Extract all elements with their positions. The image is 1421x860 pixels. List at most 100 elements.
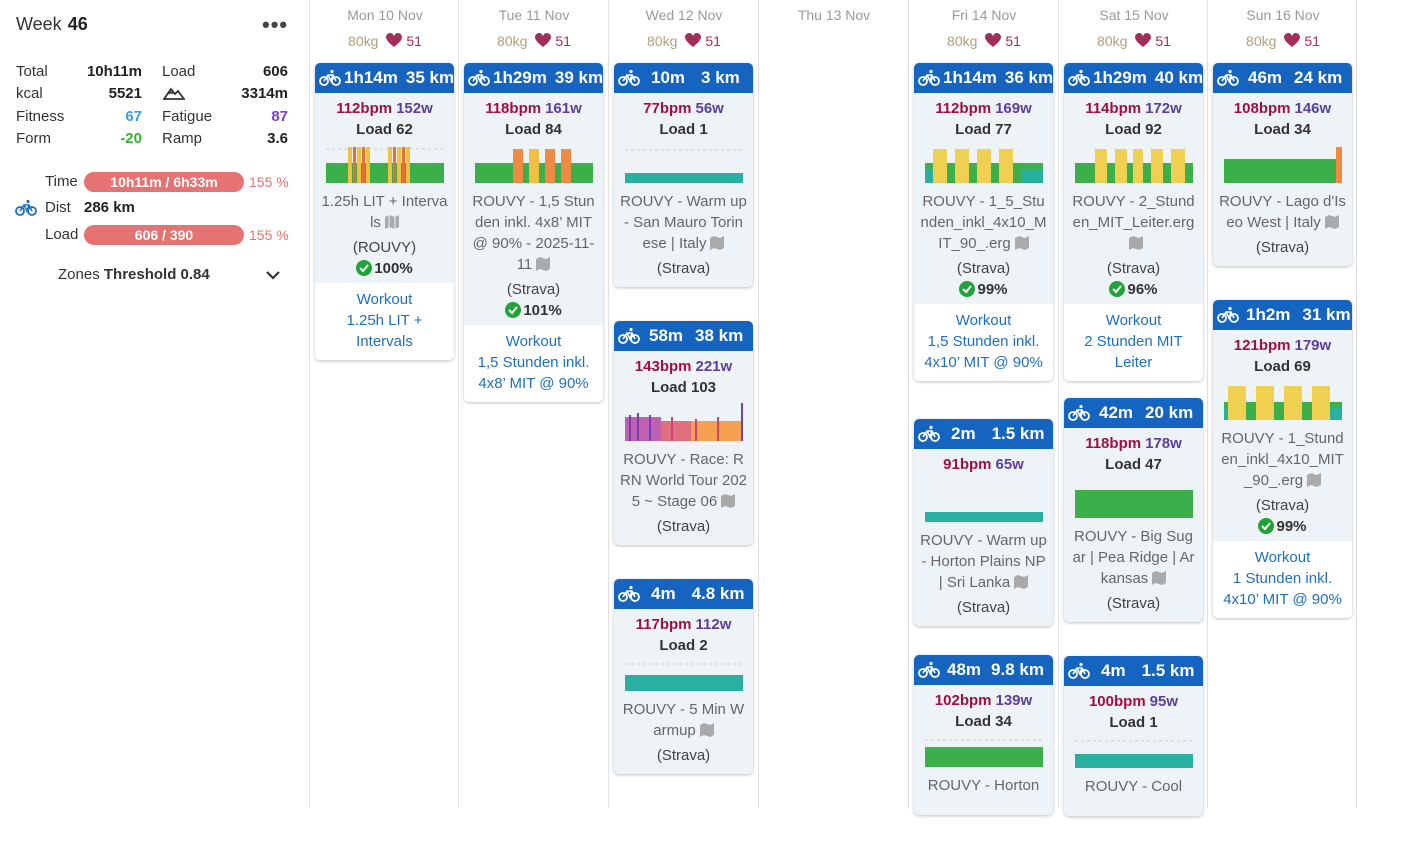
activity-card[interactable]: 4m 4.8 km 117bpm 112w Load 2 ROUVY - 5 Min… xyxy=(614,579,753,774)
avg-power: 95w xyxy=(1149,693,1179,710)
activity-card[interactable]: 4m 1.5 km 100bpm 95w Load 1 ROUVY - Cool xyxy=(1064,656,1203,816)
metrics: 143bpm 221w xyxy=(614,358,753,375)
distance: 35 km xyxy=(405,68,454,87)
workout-name-line: 4x10’ MIT @ 90% xyxy=(1223,591,1342,608)
day-column-mon: Mon 10 Nov 80kg 51 1h14m 35 km 112bpm 152w … xyxy=(309,0,459,808)
power-chart xyxy=(624,149,743,183)
workout-link[interactable]: Workout 1,5 Stunden inkl. 4x10’ MIT @ 90% xyxy=(914,304,1053,381)
compliance: 100% xyxy=(315,260,454,277)
activity-card[interactable]: 10m 3 km 77bpm 56w Load 1 ROUVY - Warm up … xyxy=(614,63,753,287)
dist-value: 286 km xyxy=(84,199,135,216)
metrics: 118bpm 161w xyxy=(464,100,603,117)
distance: 1.5 km xyxy=(1141,661,1195,680)
weight-value: 80kg xyxy=(947,33,978,49)
workout-name-line: Leiter xyxy=(1114,354,1153,371)
activity-card[interactable]: 42m 20 km 118bpm 178w Load 47 ROUVY - Big … xyxy=(1064,398,1203,622)
distance: 1.5 km xyxy=(991,424,1045,443)
chevron-down-icon[interactable] xyxy=(264,266,282,289)
avg-hr: 118bpm xyxy=(1085,435,1142,452)
activity-card[interactable]: 2m 1.5 km 91bpm 65w ROUVY - Warm up - Hort… xyxy=(914,419,1053,626)
duration: 4m xyxy=(651,584,676,603)
avg-power: 65w xyxy=(995,456,1024,473)
activity-name-text: ROUVY - Warm up - Horton Plains NP | Sri… xyxy=(920,532,1047,591)
metrics: 117bpm 112w xyxy=(614,616,753,633)
activity-name-text: ROUVY - 5 Min Warmup xyxy=(622,701,745,739)
avg-hr: 100bpm xyxy=(1088,693,1146,710)
total-label: Total xyxy=(16,63,48,80)
avg-power: 112w xyxy=(695,616,732,633)
check-circle-icon xyxy=(959,281,976,297)
activity-card[interactable]: 1h14m 35 km 112bpm 152w Load 62 1.25h LIT … xyxy=(315,63,454,360)
activity-name: ROUVY - Big Sugar | Pea Ridge | Arkansas xyxy=(1070,526,1197,591)
resting-hr: 51 xyxy=(705,33,721,49)
load: Load 1 xyxy=(659,121,708,138)
bike-icon xyxy=(618,69,640,86)
heart-icon xyxy=(685,33,702,51)
duration: 48m xyxy=(947,660,982,679)
map-icon xyxy=(1014,235,1029,256)
bike-icon xyxy=(918,661,940,678)
distance: 36 km xyxy=(1004,68,1053,87)
activity-card[interactable]: 1h14m 36 km 112bpm 169w Load 77 ROUVY - 1_… xyxy=(914,63,1053,381)
distance: 24 km xyxy=(1294,68,1343,87)
elevation-value: 3314m xyxy=(241,85,288,102)
activity-source: (Strava) xyxy=(1106,260,1161,277)
avg-power: 56w xyxy=(695,100,724,117)
power-chart xyxy=(924,739,1043,767)
compliance-value: 96% xyxy=(1127,281,1158,298)
activity-source: (Strava) xyxy=(1106,595,1161,612)
map-icon xyxy=(1152,570,1167,591)
workout-name-line: 4x8’ MIT @ 90% xyxy=(478,375,589,392)
activity-card[interactable]: 1h29m 40 km 114bpm 172w Load 92 ROUVY - 2_… xyxy=(1064,63,1203,381)
duration: 1h29m xyxy=(493,68,547,87)
weight-value: 80kg xyxy=(1097,33,1128,49)
activity-name-text: ROUVY - 1_5_Stunden_inkl_4x10_MIT_90_.er… xyxy=(920,193,1047,252)
activity-name-text: ROUVY - Big Sugar | Pea Ridge | Arkansas xyxy=(1072,528,1195,587)
avg-power: 146w xyxy=(1294,100,1332,117)
activity-card[interactable]: 48m 9.8 km 102bpm 139w Load 34 ROUVY - Hor… xyxy=(914,655,1053,815)
fatigue-label: Fatigue xyxy=(162,108,213,125)
activity-header: 1h14m 36 km xyxy=(914,63,1053,93)
activity-name: ROUVY - Warm up - Horton Plains NP | Sri… xyxy=(920,530,1047,595)
check-circle-icon xyxy=(1109,281,1126,297)
bike-icon xyxy=(1068,69,1090,86)
workout-link[interactable]: Workout 1.25h LIT + Intervals xyxy=(315,283,454,360)
day-title: Tue 11 Nov xyxy=(498,7,570,23)
resting-hr: 51 xyxy=(1304,33,1320,49)
activity-card[interactable]: 46m 24 km 108bpm 146w Load 34 ROUVY - Lago… xyxy=(1213,63,1352,266)
activity-card[interactable]: 58m 38 km 143bpm 221w Load 103 ROUVY - Rac… xyxy=(614,321,753,545)
activity-card[interactable]: 1h2m 31 km 121bpm 179w Load 69 ROUVY - 1_S… xyxy=(1213,300,1352,618)
day-wellness: 80kg 51 xyxy=(609,33,759,51)
distance: 9.8 km xyxy=(991,660,1044,679)
bike-icon xyxy=(1217,69,1239,86)
kcal-label: kcal xyxy=(16,85,43,102)
compliance-value: 99% xyxy=(977,281,1008,298)
activity-card[interactable]: 1h29m 39 km 118bpm 161w Load 84 ROUVY - 1,… xyxy=(464,63,603,402)
workout-link[interactable]: Workout 1 Stunden inkl. 4x10’ MIT @ 90% xyxy=(1213,541,1352,618)
map-icon xyxy=(1324,214,1339,235)
avg-power: 221w xyxy=(695,358,733,375)
heart-icon xyxy=(535,33,552,51)
heart-icon xyxy=(1284,33,1301,51)
workout-link[interactable]: Workout 1,5 Stunden inkl. 4x8’ MIT @ 90% xyxy=(464,325,603,402)
weight-value: 80kg xyxy=(348,33,379,49)
duration: 10m xyxy=(651,68,686,87)
zones-selector[interactable]: Zones Threshold 0.84 xyxy=(58,266,210,283)
avg-hr: 114bpm xyxy=(1085,100,1142,117)
elevation-icon xyxy=(162,86,186,105)
day-title: Sun 16 Nov xyxy=(1246,7,1320,23)
bike-icon xyxy=(918,69,940,86)
more-options-button[interactable]: ••• xyxy=(262,12,289,37)
power-chart xyxy=(624,663,743,691)
activity-header: 42m 20 km xyxy=(1064,398,1203,428)
load: Load 34 xyxy=(955,713,1012,730)
metrics: 114bpm 172w xyxy=(1064,100,1203,117)
activity-name: ROUVY - Race: RRN World Tour 2025 ~ Stag… xyxy=(620,449,747,514)
map-icon xyxy=(710,235,725,256)
activity-source: (Strava) xyxy=(656,518,711,535)
workout-link[interactable]: Workout 2 Stunden MIT Leiter xyxy=(1064,304,1203,381)
load: Load 69 xyxy=(1254,358,1311,375)
activity-header: 2m 1.5 km xyxy=(914,419,1053,449)
weight-value: 80kg xyxy=(647,33,678,49)
distance: 38 km xyxy=(695,326,744,345)
